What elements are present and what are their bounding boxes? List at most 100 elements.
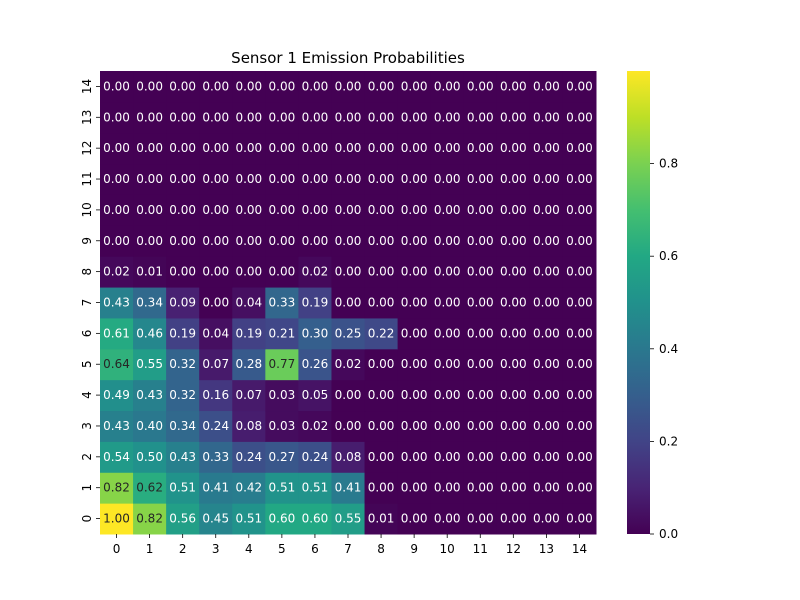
heatmap-cell-r9-c1 [133, 225, 167, 257]
heatmap-cell-r12-c12 [496, 132, 531, 165]
cell-value-label-r9-c1: 0.00 [136, 234, 163, 248]
cell-value-label-r10-c1: 0.00 [136, 203, 163, 217]
heatmap-cell-r4-c11 [463, 379, 498, 412]
x-tick-label-12: 12 [506, 542, 521, 556]
cell-value-label-r3-c0: 0.43 [103, 419, 130, 433]
heatmap-cell-r6-c12 [496, 317, 531, 350]
heatmap-cell-r1-c9 [397, 472, 432, 504]
cell-value-label-r4-c10: 0.00 [434, 388, 461, 402]
cell-value-label-r3-c11: 0.00 [467, 419, 494, 433]
heatmap-cell-r1-c5 [265, 472, 299, 504]
cell-value-label-r3-c6: 0.02 [302, 419, 329, 433]
cell-value-label-r12-c13: 0.00 [533, 141, 560, 155]
cell-value-label-r2-c13: 0.00 [533, 450, 560, 464]
heatmap-cell-r8-c11 [463, 256, 498, 288]
cell-value-label-r6-c6: 0.30 [302, 326, 329, 340]
cell-value-label-r1-c13: 0.00 [533, 481, 560, 495]
cell-value-label-r7-c12: 0.00 [500, 296, 527, 310]
heatmap-cell-r12-c5 [265, 132, 299, 165]
heatmap-cell-r6-c2 [166, 317, 200, 350]
heatmap-cell-r7-c11 [463, 287, 498, 319]
heatmap-cell-r14-c12 [496, 71, 531, 103]
cell-value-label-r6-c14: 0.00 [566, 326, 593, 340]
heatmap-cell-r1-c11 [463, 472, 498, 504]
heatmap-cell-r9-c4 [232, 225, 266, 257]
cell-value-label-r11-c11: 0.00 [467, 172, 494, 186]
heatmap-cell-r14-c8 [364, 71, 399, 103]
cell-value-label-r3-c7: 0.00 [335, 419, 362, 433]
heatmap-cell-r6-c5 [265, 317, 299, 350]
cell-value-label-r4-c8: 0.00 [368, 388, 395, 402]
cell-value-label-r12-c11: 0.00 [467, 141, 494, 155]
heatmap-cell-r13-c9 [397, 101, 432, 134]
cell-value-label-r6-c8: 0.22 [368, 326, 395, 340]
cell-value-label-r0-c14: 0.00 [566, 512, 593, 526]
heatmap-cell-r8-c7 [331, 256, 366, 288]
x-tick-label-8: 8 [377, 542, 385, 556]
cell-value-label-r4-c0: 0.49 [103, 388, 130, 402]
heatmap-cell-r14-c4 [232, 71, 266, 103]
heatmap-cell-r14-c7 [331, 71, 366, 103]
heatmap-cell-r6-c3 [199, 317, 233, 350]
x-tick-label-14: 14 [572, 542, 587, 556]
cell-value-label-r9-c10: 0.00 [434, 234, 461, 248]
x-tick-label-10: 10 [440, 542, 455, 556]
cell-value-label-r5-c13: 0.00 [533, 357, 560, 371]
heatmap-cell-r3-c11 [463, 410, 498, 442]
cell-value-label-r8-c3: 0.00 [202, 265, 229, 279]
heatmap-cell-r11-c9 [397, 163, 432, 195]
heatmap-cell-r10-c6 [298, 194, 332, 226]
heatmap-cell-r2-c9 [397, 441, 432, 473]
heatmap-cell-r7-c0 [100, 287, 134, 319]
cell-value-label-r6-c11: 0.00 [467, 326, 494, 340]
heatmap-cell-r5-c8 [364, 348, 399, 381]
cell-value-label-r4-c9: 0.00 [401, 388, 428, 402]
cell-value-label-r8-c0: 0.02 [103, 265, 130, 279]
x-tick-label-0: 0 [113, 542, 121, 556]
heatmap-cell-r4-c0 [100, 379, 134, 412]
cell-value-label-r0-c5: 0.60 [269, 512, 296, 526]
heatmap-cell-r5-c13 [529, 348, 564, 381]
cell-value-label-r14-c8: 0.00 [368, 79, 395, 93]
cell-value-label-r10-c7: 0.00 [335, 203, 362, 217]
heatmap-cell-r13-c0 [100, 101, 134, 134]
x-tick-label-11: 11 [473, 542, 488, 556]
x-tick-label-9: 9 [410, 542, 418, 556]
cell-value-label-r6-c9: 0.00 [401, 326, 428, 340]
cell-value-label-r9-c11: 0.00 [467, 234, 494, 248]
heatmap-cell-r12-c13 [529, 132, 564, 165]
heatmap-cell-r2-c14 [562, 441, 597, 473]
heatmap-cell-r11-c4 [232, 163, 266, 195]
cell-value-label-r11-c13: 0.00 [533, 172, 560, 186]
cell-value-label-r1-c4: 0.42 [235, 481, 262, 495]
heatmap-cell-r6-c7 [331, 317, 366, 350]
heatmap-cell-r3-c5 [265, 410, 299, 442]
heatmap-cell-r3-c2 [166, 410, 200, 442]
heatmap-cell-r1-c0 [100, 472, 134, 504]
colorbar-tick-label-0: 0.0 [659, 527, 678, 541]
cell-value-label-r8-c6: 0.02 [302, 265, 329, 279]
cell-value-label-r7-c0: 0.43 [103, 296, 130, 310]
heatmap-cell-r4-c4 [232, 379, 266, 412]
cell-value-label-r7-c2: 0.09 [169, 296, 196, 310]
heatmap-cell-r8-c13 [529, 256, 564, 288]
y-tick-label-13: 13 [80, 110, 94, 125]
heatmap-cell-r2-c8 [364, 441, 399, 473]
heatmap-cell-r9-c14 [562, 225, 597, 257]
heatmap-cell-r0-c1 [133, 503, 167, 535]
heatmap-cell-r10-c13 [529, 194, 564, 226]
cell-value-label-r13-c7: 0.00 [335, 110, 362, 124]
heatmap-cell-r0-c6 [298, 503, 332, 535]
y-tick-label-3: 3 [80, 422, 94, 430]
cell-value-label-r4-c7: 0.00 [335, 388, 362, 402]
heatmap-cell-r7-c2 [166, 287, 200, 319]
heatmap-cell-r8-c9 [397, 256, 432, 288]
cell-value-label-r4-c5: 0.03 [269, 388, 296, 402]
cell-value-label-r0-c11: 0.00 [467, 512, 494, 526]
heatmap-cell-r2-c2 [166, 441, 200, 473]
cell-value-label-r12-c2: 0.00 [169, 141, 196, 155]
cell-value-label-r9-c12: 0.00 [500, 234, 527, 248]
cell-value-label-r5-c7: 0.02 [335, 357, 362, 371]
heatmap-cell-r3-c4 [232, 410, 266, 442]
